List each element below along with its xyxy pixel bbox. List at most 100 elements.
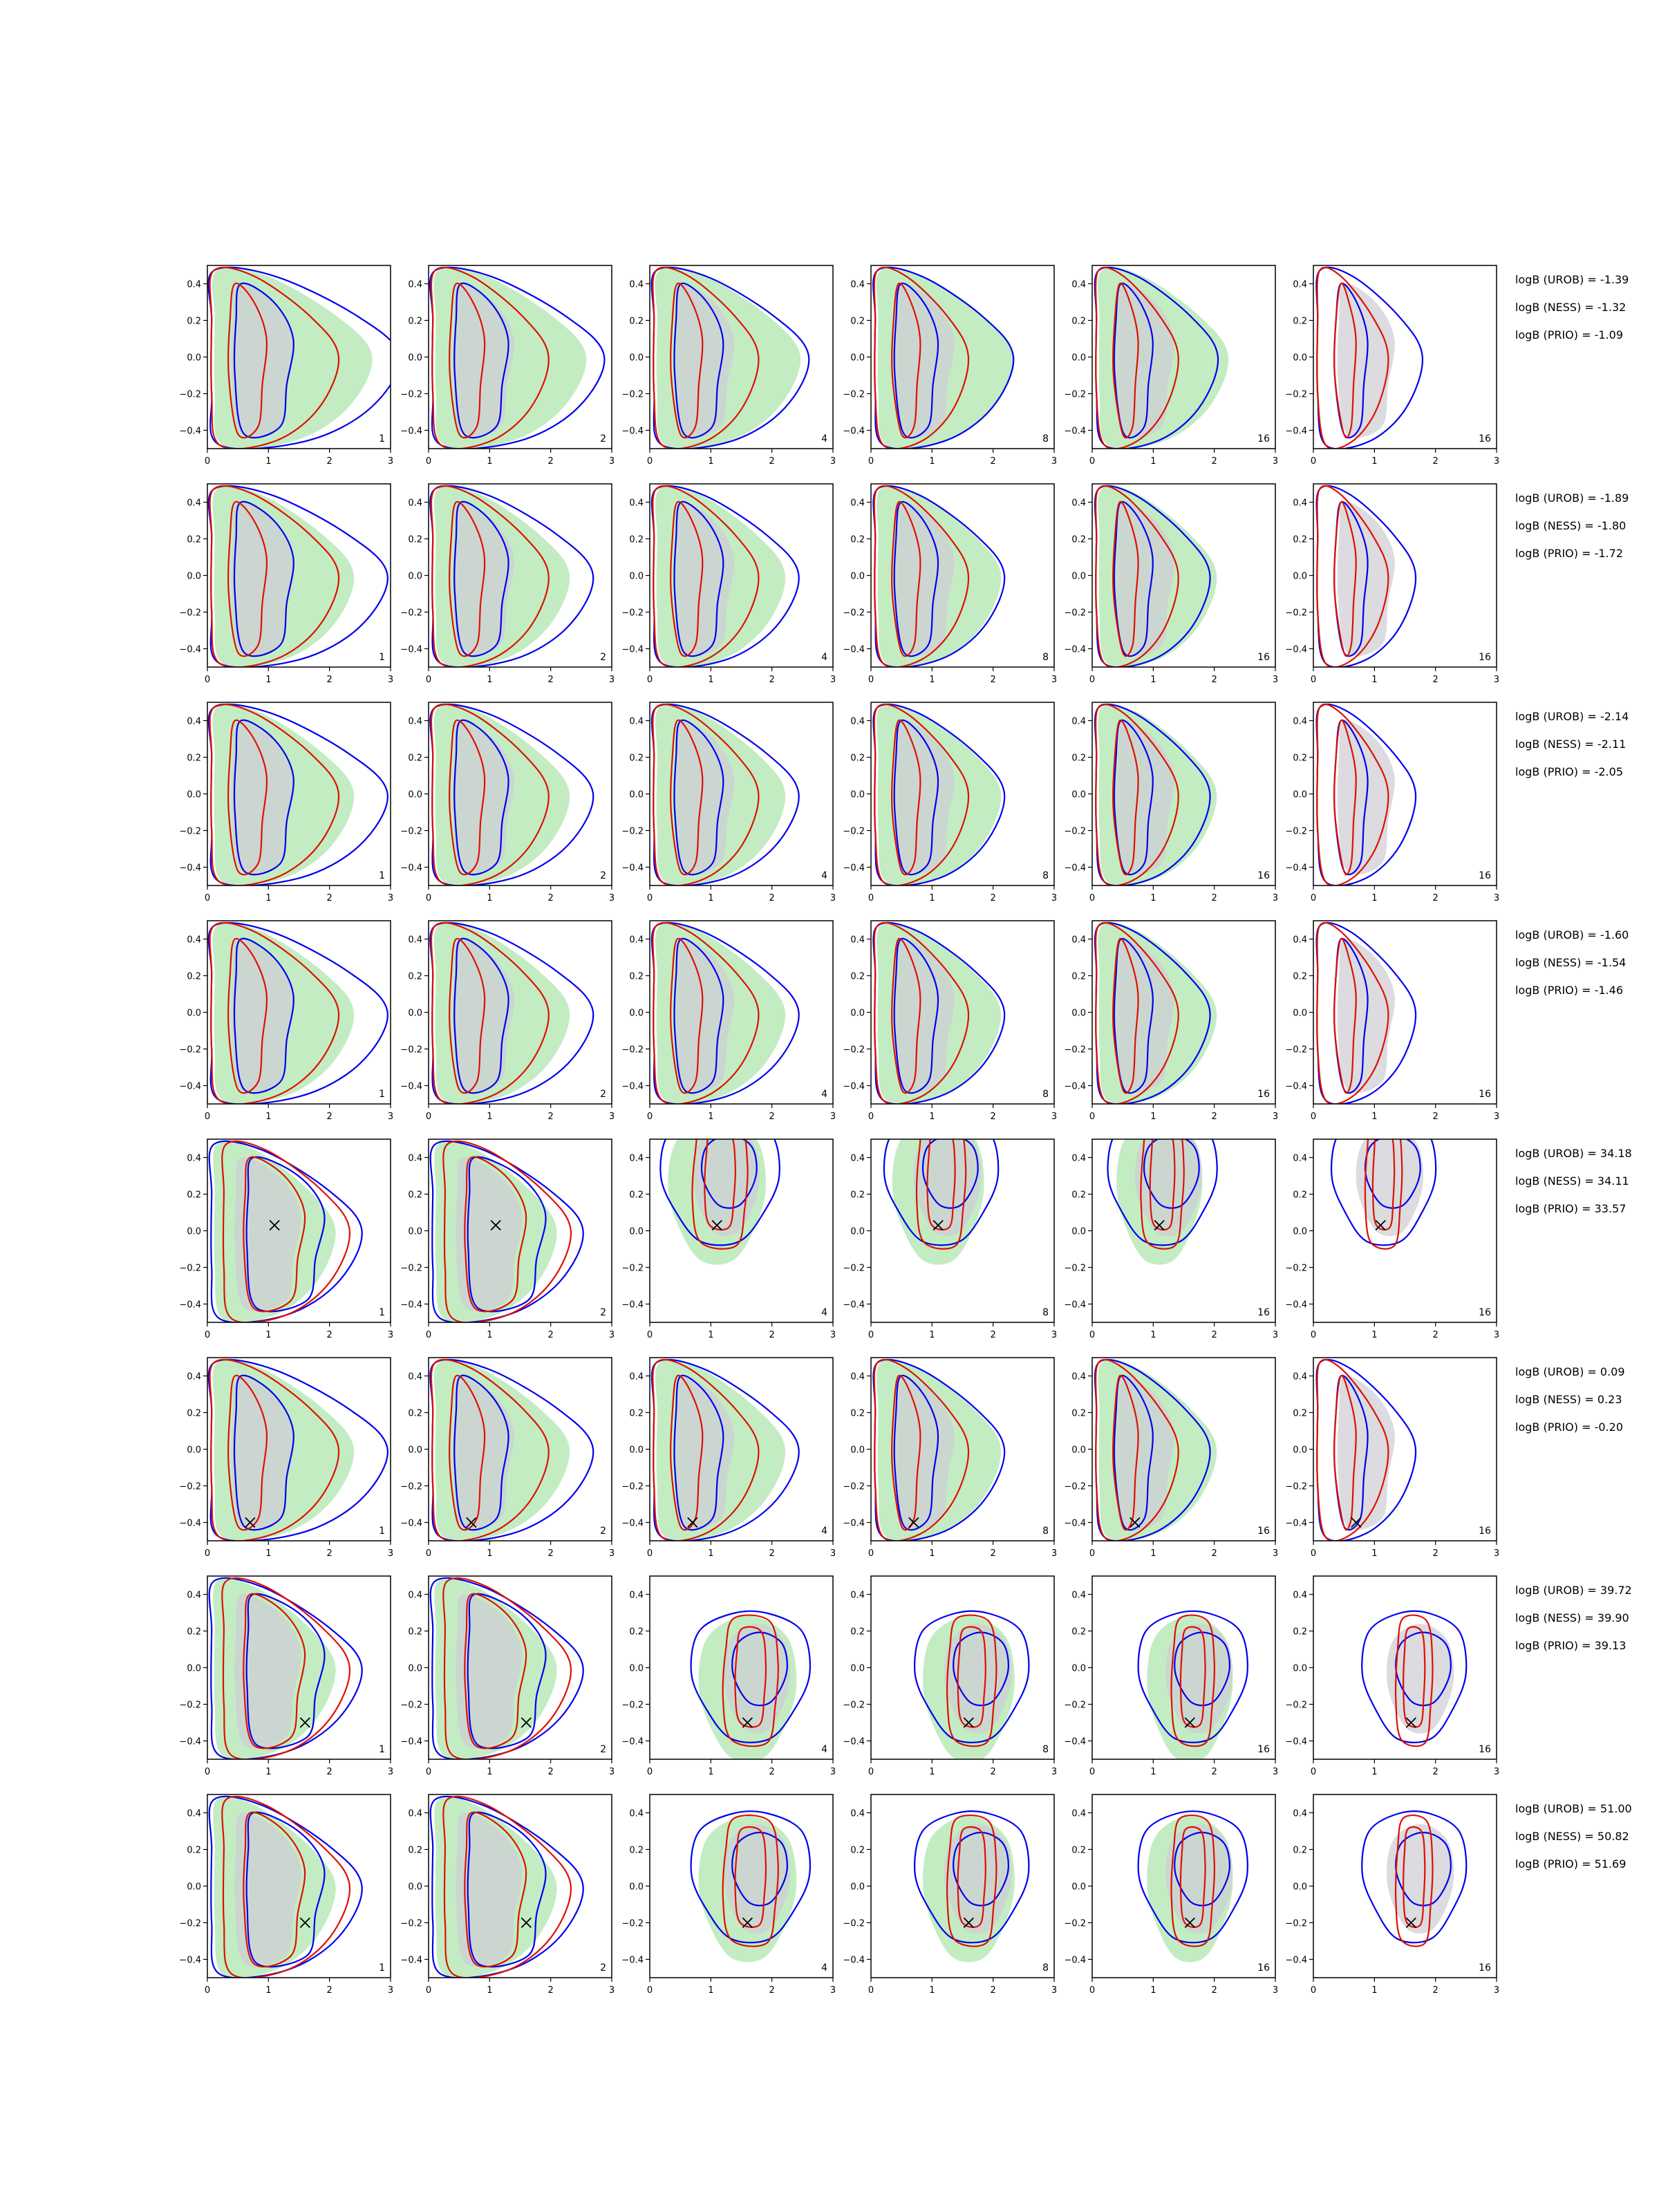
panel-r6-c1: 0 1 2 3 0.4 0.2 0.0 −0.2 −0.4 1	[179, 1357, 393, 1559]
red-contour-inner	[1112, 1374, 1139, 1531]
x-tick-label: 0	[1089, 1330, 1095, 1340]
x-tick-label: 1	[265, 1985, 271, 1996]
x-tick-label: 3	[388, 456, 393, 467]
prior-fill	[231, 720, 294, 875]
y-tick-label: 0.2	[850, 1190, 865, 1201]
x-tick-label: 3	[1273, 1330, 1278, 1340]
panel-count-label: 16	[1257, 1526, 1270, 1537]
y-tick-label: 0.0	[1293, 353, 1307, 364]
red-contour-inner	[464, 1811, 527, 1968]
panel-r8-c4: 0 1 2 3 0.4 0.2 0.0 −0.2 −0.4 8	[843, 1794, 1057, 1996]
logb-annotation: logB (PRIO) = -2.05	[1515, 765, 1623, 778]
x-tick-label: 2	[769, 1548, 775, 1559]
y-tick-label: −0.4	[179, 645, 201, 655]
red-contour-outer	[209, 703, 340, 885]
red-contour-outer	[221, 1140, 350, 1322]
x-tick-label: 2	[327, 1112, 332, 1122]
blue-contour-outer	[429, 1140, 584, 1322]
true-value-marker	[687, 1517, 698, 1528]
panel-r8-c1: 0 1 2 3 0.4 0.2 0.0 −0.2 −0.4 1	[179, 1794, 393, 1996]
y-tick-label: −0.4	[843, 645, 865, 655]
prior-fill	[894, 720, 955, 875]
y-tick-label: 0.4	[629, 1154, 644, 1164]
y-tick-label: 0.0	[850, 353, 865, 364]
prior-fill	[456, 1156, 523, 1312]
y-tick-label: 0.0	[1071, 353, 1086, 364]
prior-fill	[234, 1156, 301, 1312]
blue-contour-inner	[1174, 1631, 1230, 1707]
blue-contour-outer	[208, 1140, 363, 1322]
x-tick-label: 0	[647, 1112, 653, 1122]
x-tick-label: 3	[388, 1767, 393, 1777]
y-tick-label: 0.0	[1293, 790, 1307, 800]
row-8: 0 1 2 30.40.20.0−0.2−0.41 0 1 2 30.40.20.0−0.2−…	[179, 1794, 1632, 1996]
y-tick-label: 0.0	[187, 790, 201, 800]
logb-annotation: logB (PRIO) = 51.69	[1515, 1857, 1626, 1871]
x-tick-label: 0	[1311, 1330, 1316, 1340]
logb-annotation: logB (PRIO) = -1.72	[1515, 547, 1623, 560]
y-tick-label: 0.2	[187, 1627, 201, 1638]
x-tick-label: 3	[1051, 1985, 1057, 1996]
blue-contour-inner	[245, 1156, 326, 1313]
panel-count-label: 1	[379, 1744, 385, 1755]
panel-count-label: 8	[1042, 870, 1049, 881]
y-tick-label: −0.4	[400, 1956, 422, 1966]
y-tick-label: 0.2	[850, 1846, 865, 1856]
blue-contour-outer	[208, 1577, 363, 1759]
contours	[872, 703, 1006, 885]
y-tick-label: −0.4	[400, 863, 422, 874]
contours	[1107, 1139, 1218, 1265]
y-tick-label: 0.0	[187, 1882, 201, 1893]
y-tick-label: 0.4	[629, 717, 644, 727]
x-tick-label: 0	[647, 1330, 653, 1340]
x-tick-label: 0	[868, 1548, 874, 1559]
blue-contour-inner	[467, 1811, 547, 1968]
panel-r1-c5: 0 1 2 3 0.4 0.2 0.0 −0.2 −0.4 16	[1064, 265, 1278, 467]
y-tick-label: −0.4	[843, 1737, 865, 1747]
x-tick-label: 0	[426, 1985, 431, 1996]
y-tick-label: −0.2	[400, 1045, 422, 1056]
x-tick-label: 1	[265, 1548, 271, 1559]
x-tick-label: 2	[769, 1330, 775, 1340]
x-tick-label: 1	[708, 675, 713, 685]
contours	[429, 1577, 584, 1759]
blue-contour-outer	[429, 1577, 584, 1759]
blue-contour-inner	[731, 1831, 788, 1906]
contours	[690, 1810, 811, 1962]
y-tick-label: 0.0	[408, 790, 422, 800]
y-tick-label: 0.2	[1071, 1846, 1086, 1856]
y-tick-label: 0.4	[850, 1154, 865, 1164]
panel-r2-c4: 0 1 2 3 0.4 0.2 0.0 −0.2 −0.4 8	[843, 483, 1057, 685]
logb-annotation: logB (UROB) = -1.89	[1515, 491, 1629, 505]
y-tick-label: −0.4	[1064, 863, 1086, 874]
y-tick-label: 0.4	[1071, 498, 1086, 509]
x-tick-label: 3	[1051, 1548, 1057, 1559]
contours	[1331, 1139, 1437, 1250]
x-tick-label: 2	[1212, 1548, 1217, 1559]
blue-contour-inner	[1113, 500, 1154, 657]
y-tick-label: 0.4	[1071, 280, 1086, 290]
y-tick-label: 0.2	[1071, 1627, 1086, 1638]
red-contour-outer	[1316, 1358, 1389, 1541]
y-tick-label: 0.4	[629, 1372, 644, 1382]
panel-r4-c6: 0 1 2 3 0.4 0.2 0.0 −0.2 −0.4 16	[1285, 920, 1499, 1122]
y-tick-label: −0.4	[1064, 427, 1086, 437]
contours	[207, 1358, 388, 1541]
x-tick-label: 0	[205, 1767, 210, 1777]
panel-r4-c5: 0 1 2 3 0.4 0.2 0.0 −0.2 −0.4 16	[1064, 920, 1278, 1122]
x-tick-label: 3	[830, 1548, 836, 1559]
x-tick-label: 0	[1089, 1985, 1095, 1996]
red-contour-outer	[652, 703, 760, 885]
logb-annotation: logB (NESS) = -2.11	[1515, 738, 1626, 751]
y-tick-label: 0.0	[187, 1227, 201, 1237]
y-tick-label: 0.2	[629, 1190, 644, 1201]
y-tick-label: −0.4	[1064, 1737, 1086, 1747]
x-tick-label: 1	[1371, 893, 1377, 903]
x-tick-label: 1	[265, 1767, 271, 1777]
y-tick-label: 0.2	[1293, 1627, 1307, 1638]
panel-r6-c5: 0 1 2 3 0.4 0.2 0.0 −0.2 −0.4 16	[1064, 1357, 1278, 1559]
blue-contour-inner	[1113, 719, 1154, 876]
x-tick-label: 2	[327, 893, 332, 903]
x-tick-label: 2	[548, 1330, 554, 1340]
x-tick-label: 0	[205, 1548, 210, 1559]
